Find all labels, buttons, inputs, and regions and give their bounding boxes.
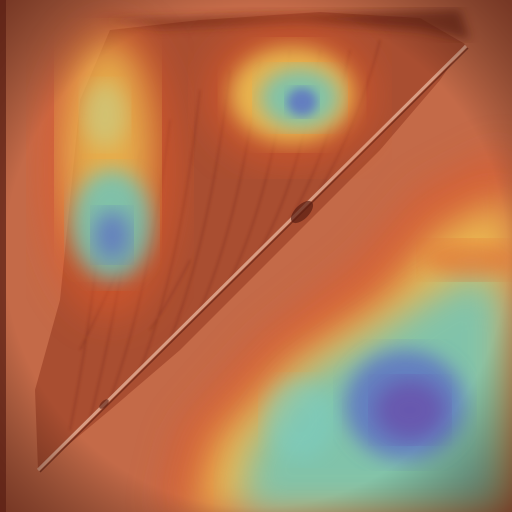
board-left-edge bbox=[0, 0, 6, 512]
